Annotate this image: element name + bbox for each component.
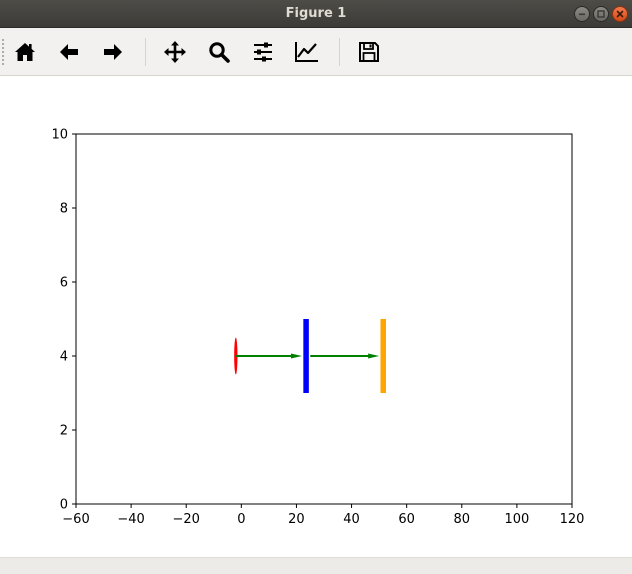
toolbar-grip[interactable] bbox=[1, 38, 5, 66]
customize-button[interactable] bbox=[291, 36, 323, 68]
y-tick-label: 4 bbox=[60, 350, 68, 365]
x-tick-label: 80 bbox=[454, 512, 471, 527]
axes-frame bbox=[75, 133, 573, 505]
window-titlebar: Figure 1 bbox=[0, 0, 632, 28]
lens-bar bbox=[380, 319, 386, 393]
x-tick-label: 60 bbox=[398, 512, 415, 527]
x-tick-label: −40 bbox=[117, 512, 144, 527]
maximize-icon bbox=[597, 10, 605, 18]
zoom-button[interactable] bbox=[203, 36, 235, 68]
zoom-magnifier-icon bbox=[209, 42, 230, 63]
x-tick-label: −60 bbox=[62, 512, 89, 527]
toolbar-separator bbox=[145, 38, 146, 66]
minimize-button[interactable] bbox=[574, 6, 590, 22]
close-button[interactable] bbox=[612, 6, 628, 22]
y-tick-label: 0 bbox=[60, 498, 68, 513]
lens-bar bbox=[303, 319, 309, 393]
x-tick-label: 40 bbox=[343, 512, 360, 527]
configure-subplots-button[interactable] bbox=[247, 36, 279, 68]
chart-svg[interactable]: −60 −40 −20 0 20 40 60 80 100 120 0 2 4 6 8 10 bbox=[0, 76, 632, 557]
y-tick-label: 8 bbox=[60, 202, 68, 217]
window-title: Figure 1 bbox=[285, 6, 347, 21]
toolbar-separator bbox=[339, 38, 340, 66]
edit-axis-curve-icon bbox=[295, 42, 318, 62]
pan-button[interactable] bbox=[159, 36, 191, 68]
navigation-toolbar bbox=[0, 28, 632, 76]
x-tick-label: 120 bbox=[560, 512, 585, 527]
back-arrow-icon bbox=[60, 44, 78, 60]
home-icon bbox=[15, 43, 35, 61]
x-tick-label: 20 bbox=[288, 512, 305, 527]
home-button[interactable] bbox=[9, 36, 41, 68]
pan-move-icon bbox=[164, 41, 186, 63]
forward-arrow-icon bbox=[104, 44, 122, 60]
save-floppy-icon bbox=[359, 42, 379, 62]
close-icon bbox=[616, 10, 624, 18]
x-tick-label: 100 bbox=[504, 512, 529, 527]
save-button[interactable] bbox=[353, 36, 385, 68]
x-tick-label: −20 bbox=[173, 512, 200, 527]
maximize-button[interactable] bbox=[593, 6, 609, 22]
y-tick-label: 10 bbox=[51, 128, 68, 143]
configure-subplots-icon bbox=[254, 42, 272, 62]
y-tick-label: 2 bbox=[60, 424, 68, 439]
forward-button[interactable] bbox=[97, 36, 129, 68]
y-tick-label: 6 bbox=[60, 276, 68, 291]
back-button[interactable] bbox=[53, 36, 85, 68]
minimize-icon bbox=[579, 13, 585, 16]
x-tick-label: 0 bbox=[237, 512, 245, 527]
ray-arrow-head bbox=[368, 353, 380, 359]
status-bar bbox=[0, 557, 632, 574]
figure-canvas[interactable]: −60 −40 −20 0 20 40 60 80 100 120 0 2 4 6 8 10 bbox=[0, 76, 632, 557]
ray-arrow-head bbox=[290, 353, 302, 359]
